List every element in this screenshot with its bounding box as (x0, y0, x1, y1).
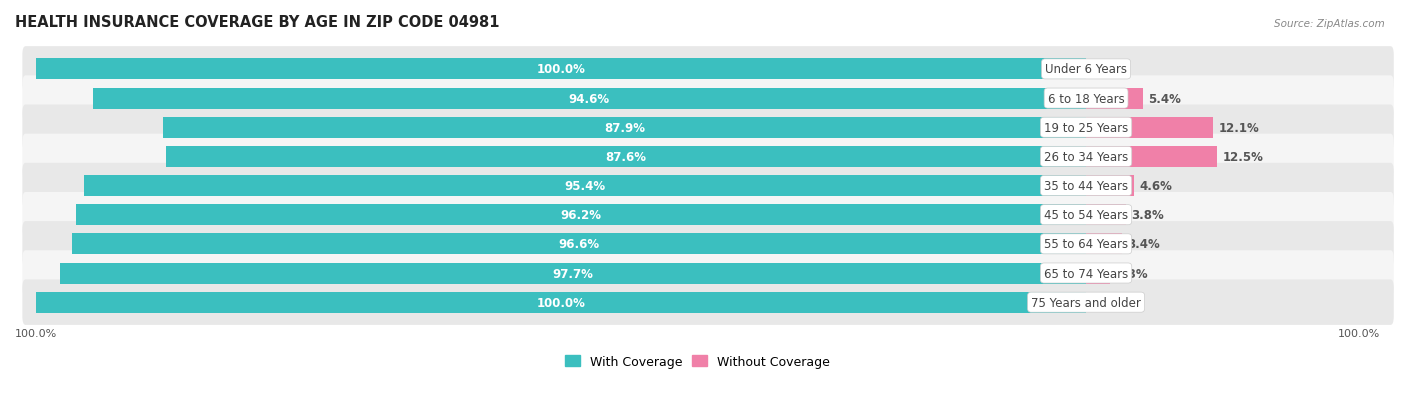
Text: 4.6%: 4.6% (1140, 180, 1173, 192)
FancyBboxPatch shape (22, 280, 1393, 325)
FancyBboxPatch shape (22, 134, 1393, 180)
Legend: With Coverage, Without Coverage: With Coverage, Without Coverage (565, 355, 830, 368)
Text: 87.9%: 87.9% (605, 121, 645, 134)
Text: 96.6%: 96.6% (558, 238, 599, 251)
Bar (166, 147, 1085, 167)
Text: 3.4%: 3.4% (1128, 238, 1160, 251)
Text: 96.2%: 96.2% (561, 209, 602, 222)
Text: 75 Years and older: 75 Years and older (1031, 296, 1142, 309)
Text: 45 to 54 Years: 45 to 54 Years (1045, 209, 1128, 222)
Text: 26 to 34 Years: 26 to 34 Years (1045, 150, 1128, 164)
Text: 55 to 64 Years: 55 to 64 Years (1045, 238, 1128, 251)
Text: 100.0%: 100.0% (537, 296, 585, 309)
Text: HEALTH INSURANCE COVERAGE BY AGE IN ZIP CODE 04981: HEALTH INSURANCE COVERAGE BY AGE IN ZIP … (15, 15, 499, 30)
Text: 94.6%: 94.6% (569, 93, 610, 105)
Text: 95.4%: 95.4% (565, 180, 606, 192)
Bar (37, 59, 1085, 80)
Text: 0.0%: 0.0% (1091, 63, 1123, 76)
Text: 6 to 18 Years: 6 to 18 Years (1047, 93, 1125, 105)
Bar (1085, 88, 1143, 109)
Text: 12.5%: 12.5% (1223, 150, 1264, 164)
Text: 35 to 44 Years: 35 to 44 Years (1045, 180, 1128, 192)
FancyBboxPatch shape (22, 251, 1393, 296)
Bar (76, 205, 1085, 225)
Bar (1085, 147, 1218, 167)
Bar (93, 88, 1085, 109)
Text: 0.0%: 0.0% (1091, 296, 1123, 309)
Bar (84, 176, 1085, 197)
Bar (72, 234, 1085, 255)
Bar (37, 292, 1085, 313)
Bar (163, 117, 1085, 138)
Text: 3.8%: 3.8% (1132, 209, 1164, 222)
Text: 87.6%: 87.6% (606, 150, 647, 164)
Text: 97.7%: 97.7% (553, 267, 593, 280)
FancyBboxPatch shape (22, 47, 1393, 93)
FancyBboxPatch shape (22, 164, 1393, 209)
FancyBboxPatch shape (22, 192, 1393, 238)
Text: 12.1%: 12.1% (1219, 121, 1260, 134)
Text: 19 to 25 Years: 19 to 25 Years (1045, 121, 1128, 134)
Text: 100.0%: 100.0% (1339, 328, 1381, 338)
Bar (60, 263, 1085, 284)
Bar (1085, 263, 1111, 284)
Text: Source: ZipAtlas.com: Source: ZipAtlas.com (1274, 19, 1385, 28)
Bar (1085, 176, 1135, 197)
Bar (1085, 205, 1126, 225)
Text: 2.3%: 2.3% (1115, 267, 1149, 280)
Text: 100.0%: 100.0% (15, 328, 58, 338)
FancyBboxPatch shape (22, 105, 1393, 151)
Text: 5.4%: 5.4% (1149, 93, 1181, 105)
Bar (1085, 117, 1213, 138)
Text: 65 to 74 Years: 65 to 74 Years (1045, 267, 1128, 280)
Bar (1085, 234, 1122, 255)
FancyBboxPatch shape (22, 76, 1393, 121)
FancyBboxPatch shape (22, 221, 1393, 267)
Text: Under 6 Years: Under 6 Years (1045, 63, 1128, 76)
Text: 100.0%: 100.0% (537, 63, 585, 76)
